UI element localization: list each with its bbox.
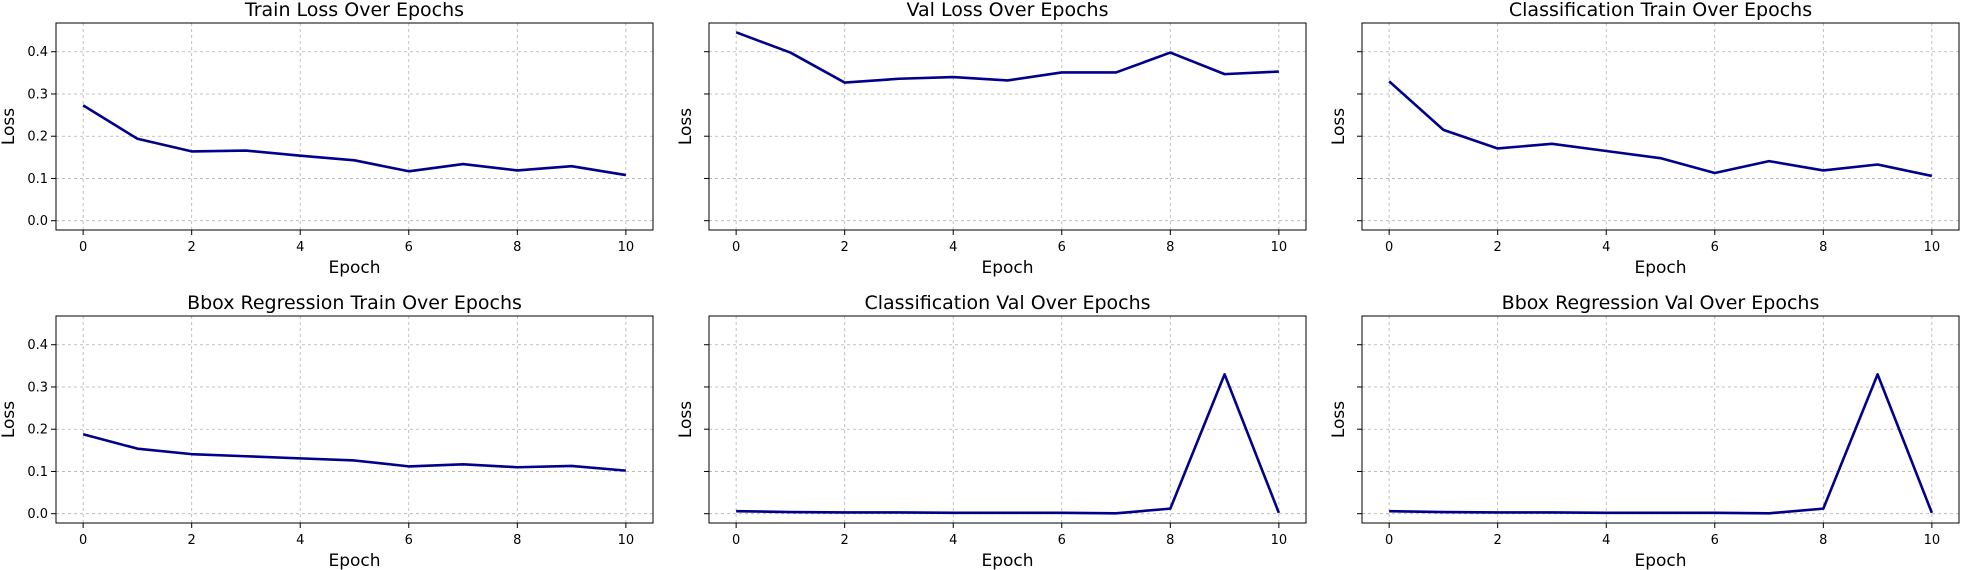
loss-series-line xyxy=(1389,372,1934,515)
subplot-title: Train Loss Over Epochs xyxy=(244,0,464,21)
x-tick-label: 8 xyxy=(1819,533,1827,548)
x-axis-label: Epoch xyxy=(981,551,1033,570)
x-tick-label: 8 xyxy=(1819,240,1827,255)
subplot-title: Val Loss Over Epochs xyxy=(906,0,1108,21)
loss-series-line xyxy=(735,31,1279,84)
subplot-3: 0 2 4 6 8 10 Classification Train Over Epochs E… xyxy=(1329,0,1960,278)
x-tick-label: 4 xyxy=(1602,533,1610,548)
x-tick-label: 2 xyxy=(188,533,196,548)
x-tick-label: 6 xyxy=(1058,533,1066,548)
subplot-5: 0 2 4 6 8 10 Classification Val Over Epochs Epo… xyxy=(676,292,1307,570)
axes-frame xyxy=(55,315,654,524)
x-tick-label: 4 xyxy=(949,533,957,548)
subplot-title: Bbox Regression Val Over Epochs xyxy=(1502,292,1820,314)
loss-series-line xyxy=(736,372,1281,515)
x-tick-label: 2 xyxy=(1494,240,1502,255)
x-tick-label: 8 xyxy=(1166,240,1174,255)
x-tick-label: 0 xyxy=(79,533,87,548)
x-tick-label: 8 xyxy=(513,533,521,548)
x-tick-label: 0 xyxy=(79,240,87,255)
x-tick-label: 4 xyxy=(296,533,304,548)
y-tick-label: 0.1 xyxy=(27,465,48,480)
y-tick-label: 0.4 xyxy=(27,45,48,60)
axes-frame xyxy=(55,22,654,231)
x-tick-label: 0 xyxy=(732,533,740,548)
x-tick-label: 6 xyxy=(1058,240,1066,255)
y-axis-label: Loss xyxy=(0,108,19,145)
axes-frame xyxy=(708,315,1307,524)
x-tick-label: 10 xyxy=(1271,533,1288,548)
x-tick-label: 2 xyxy=(841,533,849,548)
subplot-6: 0 2 4 6 8 10 Bbox Regression Val Over Epochs Ep… xyxy=(1329,292,1960,570)
x-tick-label: 10 xyxy=(618,240,635,255)
x-axis-label: Epoch xyxy=(1634,258,1686,278)
x-tick-label: 2 xyxy=(188,240,196,255)
x-tick-label: 6 xyxy=(1711,240,1719,255)
x-tick-label: 8 xyxy=(513,240,521,255)
x-axis-label: Epoch xyxy=(328,258,380,278)
y-axis-label: Loss xyxy=(1329,108,1349,145)
y-axis-label: Loss xyxy=(0,401,19,438)
y-tick-label: 0.3 xyxy=(27,380,48,395)
y-tick-label: 0.0 xyxy=(27,214,48,229)
y-tick-label: 0.1 xyxy=(27,172,48,187)
x-tick-label: 6 xyxy=(1711,533,1719,548)
x-tick-label: 4 xyxy=(949,240,957,255)
x-tick-label: 0 xyxy=(1385,240,1393,255)
subplot-title: Classification Train Over Epochs xyxy=(1509,0,1812,21)
y-axis-label: Loss xyxy=(676,108,696,145)
loss-series-line xyxy=(82,433,626,472)
y-axis-label: Loss xyxy=(676,401,696,438)
x-tick-label: 4 xyxy=(1602,240,1610,255)
x-tick-label: 10 xyxy=(618,533,635,548)
subplot-title: Classification Val Over Epochs xyxy=(864,292,1150,314)
x-tick-label: 8 xyxy=(1166,533,1174,548)
axes-frame xyxy=(1361,315,1960,524)
axes-frame xyxy=(1361,22,1960,231)
loss-series-line xyxy=(1388,80,1933,178)
x-tick-label: 10 xyxy=(1271,240,1288,255)
subplot-2: 0 2 4 6 8 10 Val Loss Over Epochs Epoch Loss xyxy=(676,0,1307,278)
x-tick-label: 6 xyxy=(405,533,413,548)
loss-series-line xyxy=(82,104,627,177)
y-tick-label: 0.3 xyxy=(27,87,48,102)
x-tick-label: 2 xyxy=(841,240,849,255)
x-tick-label: 4 xyxy=(296,240,304,255)
x-tick-label: 6 xyxy=(405,240,413,255)
y-tick-label: 0.2 xyxy=(27,130,48,145)
y-tick-label: 0.2 xyxy=(27,423,48,438)
y-tick-label: 0.4 xyxy=(27,338,48,353)
axes-frame xyxy=(708,22,1307,231)
subplot-1: 0 2 4 6 8 10 0.0 0.1 0.2 0.3 0.4 Train Loss Over Ep… xyxy=(0,0,654,278)
x-tick-label: 10 xyxy=(1924,240,1941,255)
x-axis-label: Epoch xyxy=(981,258,1033,278)
subplot-title: Bbox Regression Train Over Epochs xyxy=(187,292,522,314)
x-tick-label: 0 xyxy=(1385,533,1393,548)
x-axis-label: Epoch xyxy=(328,551,380,570)
y-tick-label: 0.0 xyxy=(27,507,48,522)
x-tick-label: 10 xyxy=(1924,533,1941,548)
x-tick-label: 0 xyxy=(732,240,740,255)
subplot-4: 0 2 4 6 8 10 0.0 0.1 0.2 0.3 0.4 Bbox Regression Tr… xyxy=(0,292,654,570)
x-tick-label: 2 xyxy=(1494,533,1502,548)
x-axis-label: Epoch xyxy=(1634,551,1686,570)
y-axis-label: Loss xyxy=(1329,401,1349,438)
